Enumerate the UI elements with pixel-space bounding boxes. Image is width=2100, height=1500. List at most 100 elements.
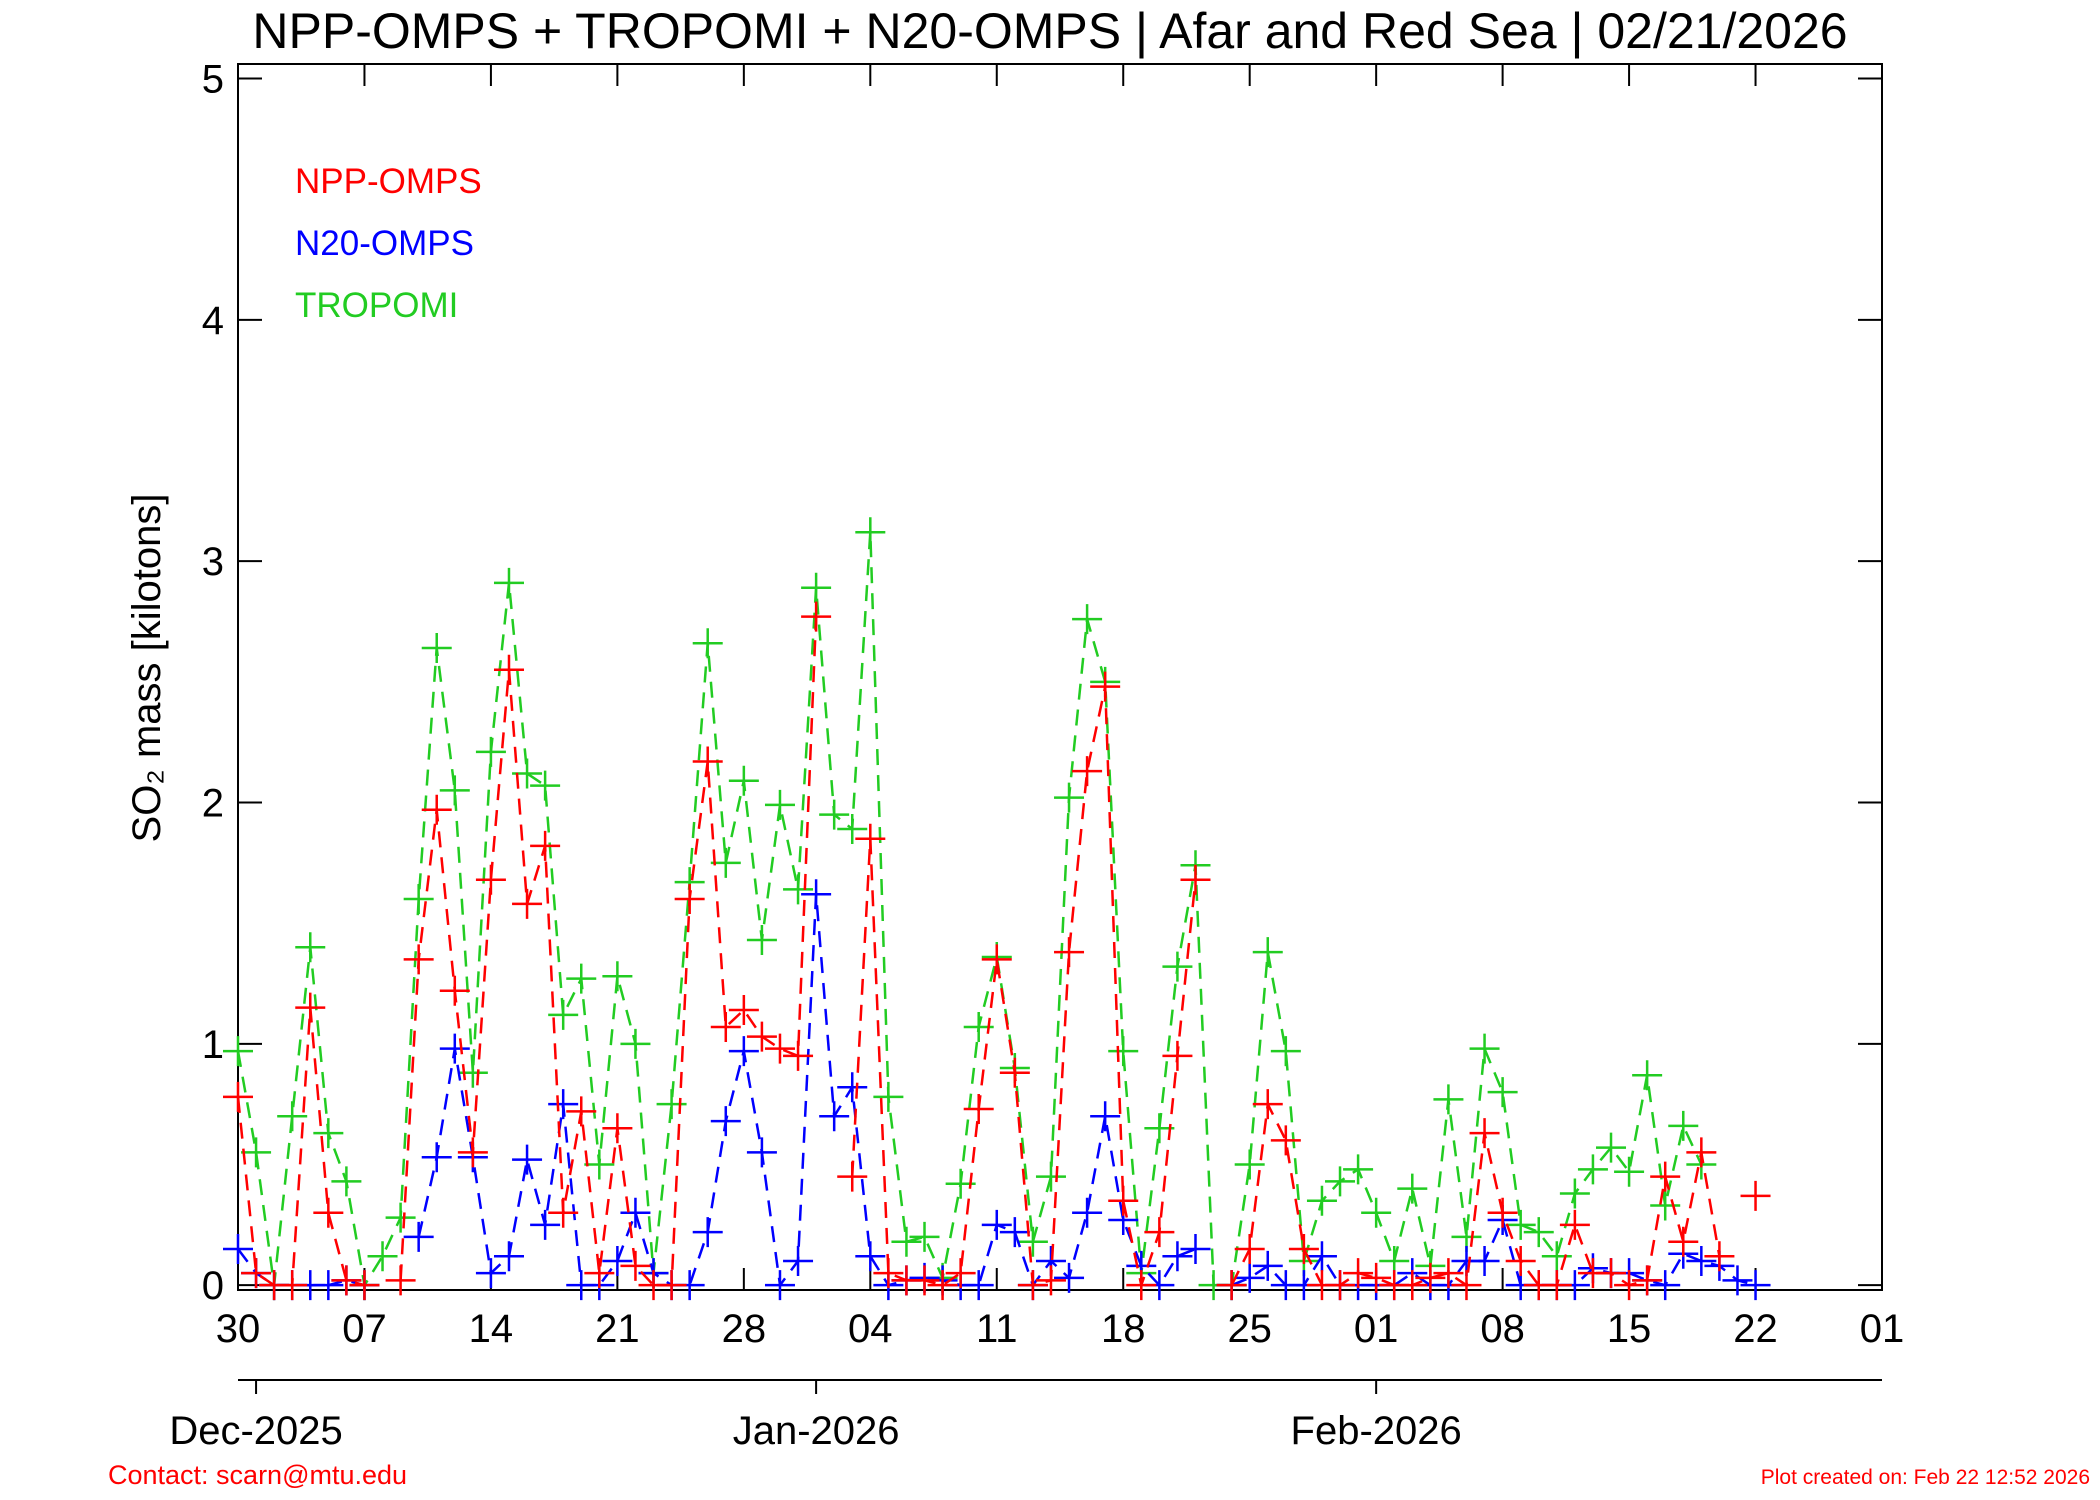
- marker: [512, 888, 543, 919]
- marker: [313, 1270, 344, 1301]
- marker: [1469, 1118, 1500, 1149]
- marker: [1054, 1262, 1085, 1293]
- marker: [403, 944, 434, 975]
- month-label: Jan-2026: [733, 1409, 900, 1453]
- marker: [1505, 1246, 1536, 1277]
- marker: [331, 1166, 362, 1197]
- marker: [1306, 1185, 1337, 1216]
- marker: [439, 775, 470, 806]
- marker: [728, 1036, 759, 1067]
- marker: [1614, 1156, 1645, 1187]
- marker: [1343, 1154, 1374, 1185]
- marker: [421, 633, 452, 664]
- marker: [963, 1094, 994, 1124]
- marker: [1361, 1197, 1392, 1228]
- marker: [331, 1265, 362, 1296]
- marker: [999, 1057, 1030, 1088]
- marker: [1740, 1180, 1771, 1211]
- marker: [1523, 1217, 1554, 1248]
- marker: [692, 1217, 723, 1248]
- marker: [1035, 1161, 1066, 1192]
- marker: [728, 995, 759, 1026]
- marker: [1017, 1226, 1048, 1257]
- marker: [1433, 1258, 1464, 1289]
- marker: [1397, 1173, 1428, 1204]
- marker: [512, 758, 543, 789]
- y-tick-label: 3: [202, 540, 224, 584]
- marker: [223, 1036, 253, 1067]
- marker: [421, 1142, 452, 1173]
- marker: [457, 1057, 488, 1088]
- marker: [566, 1096, 597, 1127]
- marker: [1252, 1250, 1283, 1281]
- marker: [1054, 782, 1085, 813]
- marker: [475, 864, 506, 895]
- marker: [873, 1258, 904, 1289]
- marker: [819, 799, 850, 830]
- marker: [1325, 1166, 1356, 1197]
- marker: [602, 961, 633, 992]
- marker: [1108, 1185, 1139, 1216]
- marker: [1162, 951, 1193, 982]
- marker: [909, 1265, 940, 1296]
- y-tick-label: 0: [202, 1264, 224, 1308]
- marker: [313, 1197, 344, 1228]
- marker: [349, 1270, 380, 1301]
- marker: [1162, 1040, 1193, 1071]
- marker: [223, 1233, 253, 1264]
- marker: [1144, 1217, 1175, 1248]
- marker: [764, 1033, 795, 1064]
- marker: [783, 874, 814, 905]
- marker: [385, 1265, 416, 1296]
- x-tick-label: 01: [1354, 1307, 1399, 1351]
- chart-title: NPP-OMPS + TROPOMI + N20-OMPS | Afar and…: [252, 3, 1847, 59]
- marker: [1487, 1077, 1518, 1108]
- marker: [656, 1089, 687, 1120]
- marker: [710, 1011, 741, 1042]
- marker: [548, 1089, 579, 1120]
- legend-entry: NPP-OMPS: [295, 162, 482, 201]
- marker: [855, 517, 886, 548]
- marker: [1577, 1154, 1608, 1185]
- marker: [1180, 864, 1211, 895]
- marker: [1234, 1262, 1265, 1293]
- marker: [1072, 1197, 1103, 1228]
- marker: [728, 765, 759, 796]
- x-tick-label: 01: [1860, 1307, 1905, 1351]
- marker: [1541, 1241, 1572, 1272]
- marker: [1072, 756, 1103, 787]
- x-tick-label: 14: [469, 1307, 514, 1351]
- marker: [692, 746, 723, 777]
- month-label: Feb-2026: [1291, 1409, 1462, 1453]
- footer-contact: Contact: scarn@mtu.edu: [108, 1460, 407, 1490]
- marker: [909, 1221, 940, 1252]
- marker: [746, 1137, 777, 1168]
- marker: [1270, 1036, 1301, 1067]
- marker: [1234, 1233, 1265, 1264]
- y-tick-label: 2: [202, 781, 224, 825]
- marker: [1072, 604, 1103, 635]
- marker: [1252, 937, 1283, 968]
- x-tick-label: 04: [848, 1307, 893, 1351]
- x-tick-label: 15: [1607, 1307, 1652, 1351]
- marker: [764, 1270, 795, 1301]
- marker: [548, 999, 579, 1030]
- marker: [530, 770, 561, 801]
- marker: [1722, 1265, 1753, 1296]
- marker: [1740, 1270, 1771, 1301]
- x-tick-label: 07: [342, 1307, 387, 1351]
- marker: [1361, 1262, 1392, 1293]
- marker: [963, 1270, 994, 1301]
- marker: [1216, 1270, 1247, 1301]
- x-tick-label: 18: [1101, 1307, 1146, 1351]
- marker: [602, 1113, 633, 1144]
- marker: [1487, 1197, 1518, 1228]
- marker: [927, 1270, 958, 1301]
- marker: [1126, 1270, 1157, 1301]
- marker: [1270, 1125, 1301, 1156]
- marker: [223, 1081, 253, 1112]
- marker: [493, 654, 524, 685]
- marker: [1686, 1137, 1717, 1168]
- marker: [981, 1209, 1012, 1240]
